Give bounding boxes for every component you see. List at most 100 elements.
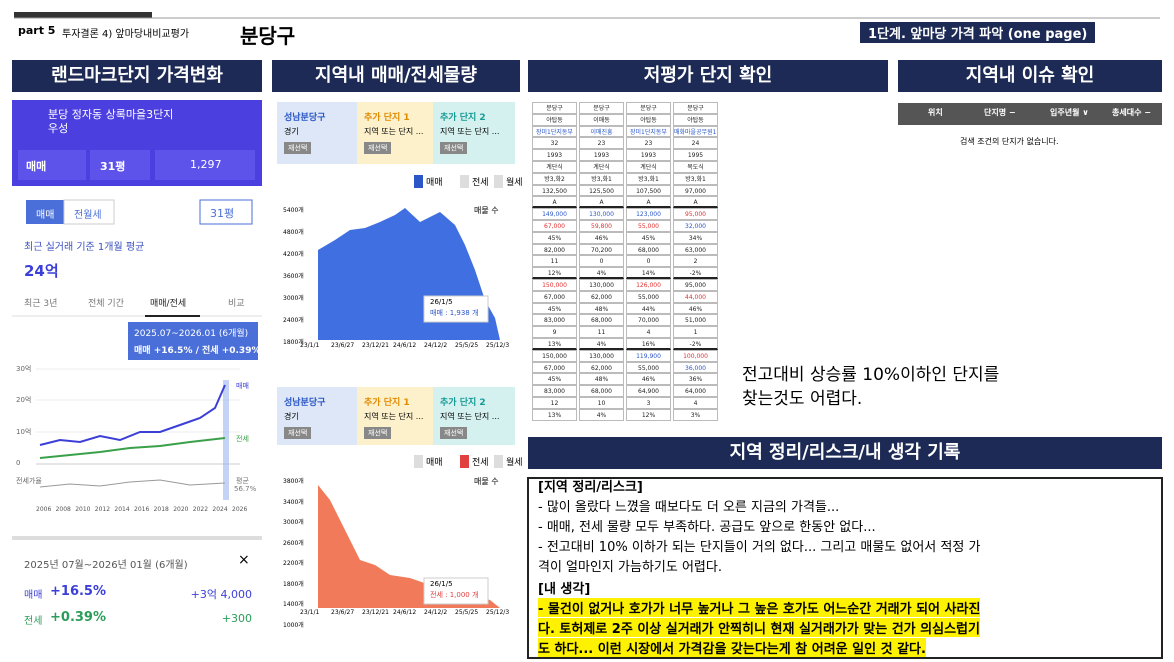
table-cell: 70,200 <box>579 243 624 256</box>
table-cell: 45% <box>532 373 577 386</box>
issue-empty: 검색 조건의 단지가 없습니다. <box>960 137 1059 146</box>
card-sub: 경기 <box>284 127 299 136</box>
table-cell: 매화마을공무원1단지 <box>673 125 718 138</box>
table-cell: 100,000 <box>673 349 718 362</box>
table-cell: 0 <box>626 255 671 268</box>
tooltip: 26/1/5 <box>430 580 453 588</box>
table-cell: 130,000 <box>579 279 624 291</box>
table-cell: A <box>532 196 577 209</box>
x-tick-label: 25/12/3 <box>486 609 510 616</box>
year: 2020 <box>173 506 189 513</box>
tooltip: 전세 : 1,000 개 <box>430 591 479 599</box>
table-cell: 1993 <box>532 149 577 161</box>
period-tab: 전체 기간 <box>88 299 124 309</box>
y-tick-label: 2200개 <box>283 560 304 567</box>
table-cell: 150,000 <box>532 279 577 291</box>
issue-header: 위치 <box>928 108 943 117</box>
notes-heading: [지역 정리/리스크] <box>538 480 643 495</box>
table-cell: 67,000 <box>532 220 577 232</box>
table-cell: 11 <box>579 326 624 338</box>
series-label: 56.7% <box>234 485 257 493</box>
tooltip: 26/1/5 <box>430 298 453 306</box>
x-tick-label: 23/6/27 <box>331 342 355 349</box>
table-cell: 3 <box>626 397 671 409</box>
table-cell: 62,000 <box>579 361 624 374</box>
table-cell: 36,000 <box>673 361 718 374</box>
table-cell: 126,000 <box>626 279 671 291</box>
table-cell: 16% <box>626 338 671 350</box>
table-cell: 46% <box>673 302 718 315</box>
reselect-button[interactable]: 재선택 <box>440 427 468 439</box>
year: 2010 <box>75 506 91 513</box>
table-cell: 68,000 <box>626 243 671 256</box>
table-cell: 4% <box>579 338 624 350</box>
x-tick-label: 23/12/21 <box>362 609 389 616</box>
table-cell: 13% <box>532 338 577 350</box>
x-tick-label: 23/6/27 <box>331 609 355 616</box>
table-cell: 45% <box>532 231 577 244</box>
table-cell: 97,000 <box>673 184 718 197</box>
year: 2006 <box>36 506 52 513</box>
table-cell: 2 <box>673 255 718 268</box>
table-cell: 44% <box>626 302 671 315</box>
table-cell: 야탑동 <box>626 113 671 126</box>
legend-item: 매매 <box>414 455 443 468</box>
reselect-button[interactable]: 재선택 <box>364 427 392 439</box>
page-title: 분당구 <box>240 24 296 48</box>
table-cell: 13% <box>532 408 577 421</box>
table-cell: A <box>579 196 624 209</box>
table-cell: 복도식 <box>673 161 718 173</box>
note-line: - 물건이 없거나 호가가 너무 높거나 그 높은 호가도 어느순간 거래가 되… <box>538 598 981 617</box>
x-tick-label: 24/12/2 <box>424 609 448 616</box>
table-cell: 119,900 <box>626 349 671 362</box>
y-label: 20억 <box>16 396 32 404</box>
table-cell: 11 <box>532 255 577 268</box>
reselect-button[interactable]: 재선택 <box>284 427 312 439</box>
section-heading: 랜드마크단지 가격변화 <box>12 60 262 92</box>
table-cell: 150,000 <box>532 349 577 362</box>
card-title: 추가 단지 1 <box>364 398 410 408</box>
table-cell: 1993 <box>626 149 671 161</box>
y-tick-label: 3600개 <box>283 273 304 280</box>
note-line: 도 하다... 이런 시장에서 가격감을 갖는다는게 참 어려운 일인 것 같다… <box>538 638 926 657</box>
close: × <box>238 552 250 568</box>
series-label: 매매 <box>236 382 249 390</box>
table-cell: 계단식 <box>579 161 624 173</box>
table-cell: 9 <box>532 326 577 338</box>
tooltip: 매매 : 1,938 개 <box>430 309 479 317</box>
table-cell: 방3,화1 <box>673 172 718 185</box>
reselect-button[interactable]: 재선택 <box>364 142 392 154</box>
card-title: 성남분당구 <box>284 398 326 408</box>
table-cell: 계단식 <box>532 161 577 173</box>
x-tick-label: 23/1/1 <box>300 342 320 349</box>
table-cell: 63,000 <box>673 243 718 256</box>
table-cell: 계단식 <box>626 161 671 173</box>
table-cell: A <box>626 196 671 209</box>
legend-item: 월세 <box>494 175 523 188</box>
y-tick-label: 1800개 <box>283 339 304 346</box>
filter: 1,297 <box>190 158 222 171</box>
card-title: 추가 단지 2 <box>440 113 486 123</box>
reselect-button[interactable]: 재선택 <box>284 142 312 154</box>
note-line: - 전고대비 10% 이하가 되는 단지들이 거의 없다... 그리고 매물도 … <box>538 540 981 555</box>
table-cell: 83,000 <box>532 385 577 397</box>
table-cell: 62,000 <box>579 290 624 303</box>
summary-diff: +300 <box>221 612 252 625</box>
y-tick-label: 3400개 <box>283 498 304 506</box>
x-tick-label: 23/12/21 <box>362 342 389 349</box>
app-title: 분당 정자동 상록마을3단지 우성 <box>48 108 174 135</box>
stage: 1단계. 앞마당 가격 파악 (one page) <box>860 22 1096 43</box>
table-cell: 방3,화1 <box>626 172 671 185</box>
avg-value: 24억 <box>24 262 59 280</box>
y-tick-label: 1800개 <box>283 580 304 588</box>
notes-heading: [내 생각] <box>538 582 591 597</box>
reselect-button[interactable]: 재선택 <box>440 142 468 154</box>
tooltip: 매매 +16.5% / 전세 +0.39% <box>134 346 261 356</box>
table-cell: 107,500 <box>626 184 671 197</box>
table-cell: 59,800 <box>579 220 624 232</box>
section-heading: 지역내 이슈 확인 <box>898 60 1162 92</box>
table-cell: 95,000 <box>673 208 718 220</box>
year: 2014 <box>114 506 130 513</box>
table-cell: 44,000 <box>673 290 718 303</box>
filter: 31평 <box>100 160 126 173</box>
